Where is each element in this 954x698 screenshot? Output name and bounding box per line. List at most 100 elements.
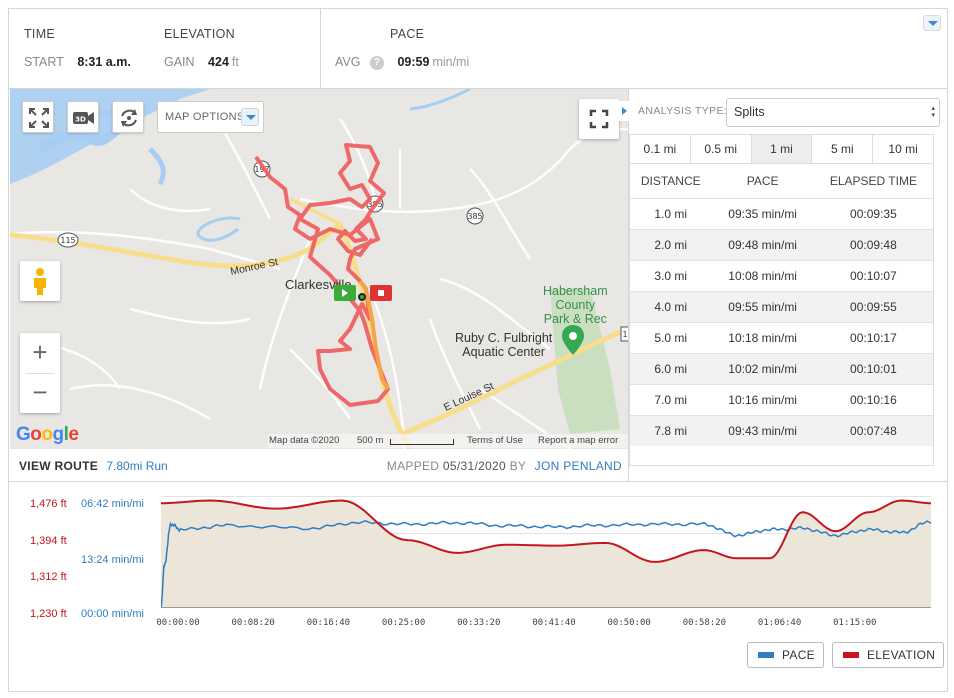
pace-cell: 09:35 min/mi xyxy=(728,207,797,221)
chart-plot-area[interactable] xyxy=(161,496,941,616)
pace-cell: 10:16 min/mi xyxy=(728,393,797,407)
start-value: 8:31 a.m. xyxy=(77,55,131,69)
zoom-in-button[interactable]: + xyxy=(32,337,48,367)
attribution-bar xyxy=(268,434,628,448)
chevron-down-icon xyxy=(241,108,259,126)
terms-link[interactable]: Terms of Use xyxy=(467,435,523,446)
analysis-panel: ANALYSIS TYPE: Splits 0.1 mi 0.5 mi 1 mi… xyxy=(618,89,947,481)
author-link[interactable]: JON PENLAND xyxy=(534,459,622,473)
rotate-icon[interactable] xyxy=(112,101,144,133)
scale-label: 500 m xyxy=(357,435,384,446)
pace-legend-button[interactable]: PACE xyxy=(747,642,824,668)
scale-bar xyxy=(390,439,454,445)
elapsed-time-cell: 00:10:07 xyxy=(850,269,897,283)
workout-analysis-panel: TIME START 8:31 a.m. ELEVATION GAIN 424 f… xyxy=(8,8,948,692)
report-map-error-link[interactable]: Report a map error xyxy=(538,435,619,446)
mapped-date: 05/31/2020 xyxy=(442,459,506,473)
tab-5-mi[interactable]: 5 mi xyxy=(812,135,874,163)
distance-cell: 7.8 mi xyxy=(654,424,688,438)
split-distance-tabs: 0.1 mi 0.5 mi 1 mi 5 mi 10 mi xyxy=(629,134,934,164)
mapped-label: MAPPED xyxy=(386,459,440,473)
elapsed-time-cell: 00:10:17 xyxy=(850,331,897,345)
elapsed-time-cell: 00:07:48 xyxy=(850,424,897,438)
tab-10-mi[interactable]: 10 mi xyxy=(888,142,918,156)
table-row: 2.0 mi 09:48 min/mi 00:09:48 xyxy=(630,229,933,260)
park-label: Habersham County Park & Rec xyxy=(543,284,608,326)
end-marker-icon[interactable] xyxy=(370,285,392,301)
x-tick-label: 00:50:00 xyxy=(607,618,651,628)
elevation-line xyxy=(161,499,931,563)
x-tick-label: 01:15:00 xyxy=(833,618,877,628)
zoom-control: + − xyxy=(20,333,60,413)
elevation-legend-label: ELEVATION xyxy=(867,648,936,662)
table-row: 5.0 mi 10:18 min/mi 00:10:17 xyxy=(630,322,933,353)
elevation-tick-label: 1,312 ft xyxy=(30,571,67,583)
pace-legend-swatch xyxy=(758,652,774,658)
elapsed-time-cell: 00:09:48 xyxy=(850,238,897,252)
pace-cell: 10:02 min/mi xyxy=(728,362,797,376)
table-header: DISTANCE PACE ELAPSED TIME xyxy=(630,164,933,198)
x-tick-label: 00:00:00 xyxy=(156,618,200,628)
pace-heading: PACE xyxy=(390,27,425,41)
distance-cell: 5.0 mi xyxy=(654,331,688,345)
pace-cell: 09:48 min/mi xyxy=(728,238,797,252)
start-time-stat: START 8:31 a.m. xyxy=(24,55,131,69)
pace-cell: 10:08 min/mi xyxy=(728,269,797,283)
x-tick-label: 00:33:20 xyxy=(457,618,501,628)
x-tick-label: 00:16:40 xyxy=(306,618,351,628)
splits-rows: 1.0 mi 09:35 min/mi 00:09:35 2.0 mi 09:48 mi… xyxy=(630,198,933,446)
svg-text:3D: 3D xyxy=(75,116,86,124)
svg-text:385: 385 xyxy=(467,212,482,221)
panel-toggle-arrow-icon[interactable] xyxy=(618,101,632,121)
table-row: 3.0 mi 10:08 min/mi 00:10:07 xyxy=(630,260,933,291)
distance-cell: 4.0 mi xyxy=(654,300,688,314)
avg-label: AVG xyxy=(335,55,361,69)
svg-text:1: 1 xyxy=(622,330,627,339)
map-options-dropdown[interactable]: MAP OPTIONS xyxy=(157,101,264,133)
collapse-chevron-icon[interactable] xyxy=(923,15,941,31)
pace-elevation-chart: 1,476 ft 06:42 min/mi 1,394 ft 13:24 min… xyxy=(9,481,947,692)
table-row: 1.0 mi 09:35 min/mi 00:09:35 xyxy=(630,198,933,229)
tab-0-5-mi[interactable]: 0.5 mi xyxy=(691,135,752,163)
route-map[interactable]: 197 385 385 115 1 Clarkesville Habersham… xyxy=(10,89,628,449)
pace-cell: 09:43 min/mi xyxy=(728,424,797,438)
start-marker-icon[interactable] xyxy=(334,285,356,301)
fullscreen-icon[interactable] xyxy=(579,99,619,139)
svg-text:115: 115 xyxy=(60,236,75,245)
3d-view-icon[interactable]: 3D xyxy=(67,101,99,133)
gain-unit: ft xyxy=(231,55,239,69)
aquatic-center-label: Ruby C. Fulbright Aquatic Center xyxy=(455,331,553,359)
tab-1-mi[interactable]: 1 mi xyxy=(751,135,813,163)
pace-line xyxy=(161,519,932,608)
elevation-heading: ELEVATION xyxy=(164,27,236,41)
elapsed-time-cell: 00:09:35 xyxy=(850,207,897,221)
elevation-legend-swatch xyxy=(843,652,859,658)
elevation-tick-label: 1,394 ft xyxy=(30,535,67,547)
tab-0-1-mi[interactable]: 0.1 mi xyxy=(630,135,691,163)
pace-cell: 09:55 min/mi xyxy=(728,300,797,314)
distance-cell: 2.0 mi xyxy=(654,238,688,252)
table-row: 6.0 mi 10:02 min/mi 00:10:01 xyxy=(630,353,933,384)
zoom-divider xyxy=(26,373,54,374)
analysis-type-select[interactable]: Splits xyxy=(726,98,940,127)
table-row: 7.8 mi 09:43 min/mi 00:07:48 xyxy=(630,415,933,446)
elevation-legend-button[interactable]: ELEVATION xyxy=(832,642,945,668)
x-tick-label: 00:58:20 xyxy=(682,618,727,628)
distance-column-header: DISTANCE xyxy=(640,174,701,188)
table-row: 7.0 mi 10:16 min/mi 00:10:16 xyxy=(630,384,933,415)
avg-pace-value: 09:59 xyxy=(397,55,430,69)
route-name-link[interactable]: 7.80mi Run xyxy=(106,459,168,473)
zoom-out-button[interactable]: − xyxy=(32,377,48,407)
splits-table: DISTANCE PACE ELAPSED TIME 1.0 mi 09:35 m… xyxy=(629,164,934,466)
start-label: START xyxy=(24,55,64,69)
map-data-attribution: Map data ©2020 xyxy=(269,435,340,446)
map-options-label: MAP OPTIONS xyxy=(165,111,245,123)
street-view-pegman-icon[interactable] xyxy=(20,261,60,301)
table-row: 4.0 mi 09:55 min/mi 00:09:55 xyxy=(630,291,933,322)
help-icon[interactable]: ? xyxy=(369,56,384,70)
pace-column-header: PACE xyxy=(746,174,779,188)
elevation-area xyxy=(161,500,931,607)
expand-icon[interactable] xyxy=(22,101,54,133)
gain-label: GAIN xyxy=(164,55,195,69)
elevation-tick-label: 1,230 ft xyxy=(30,608,67,620)
